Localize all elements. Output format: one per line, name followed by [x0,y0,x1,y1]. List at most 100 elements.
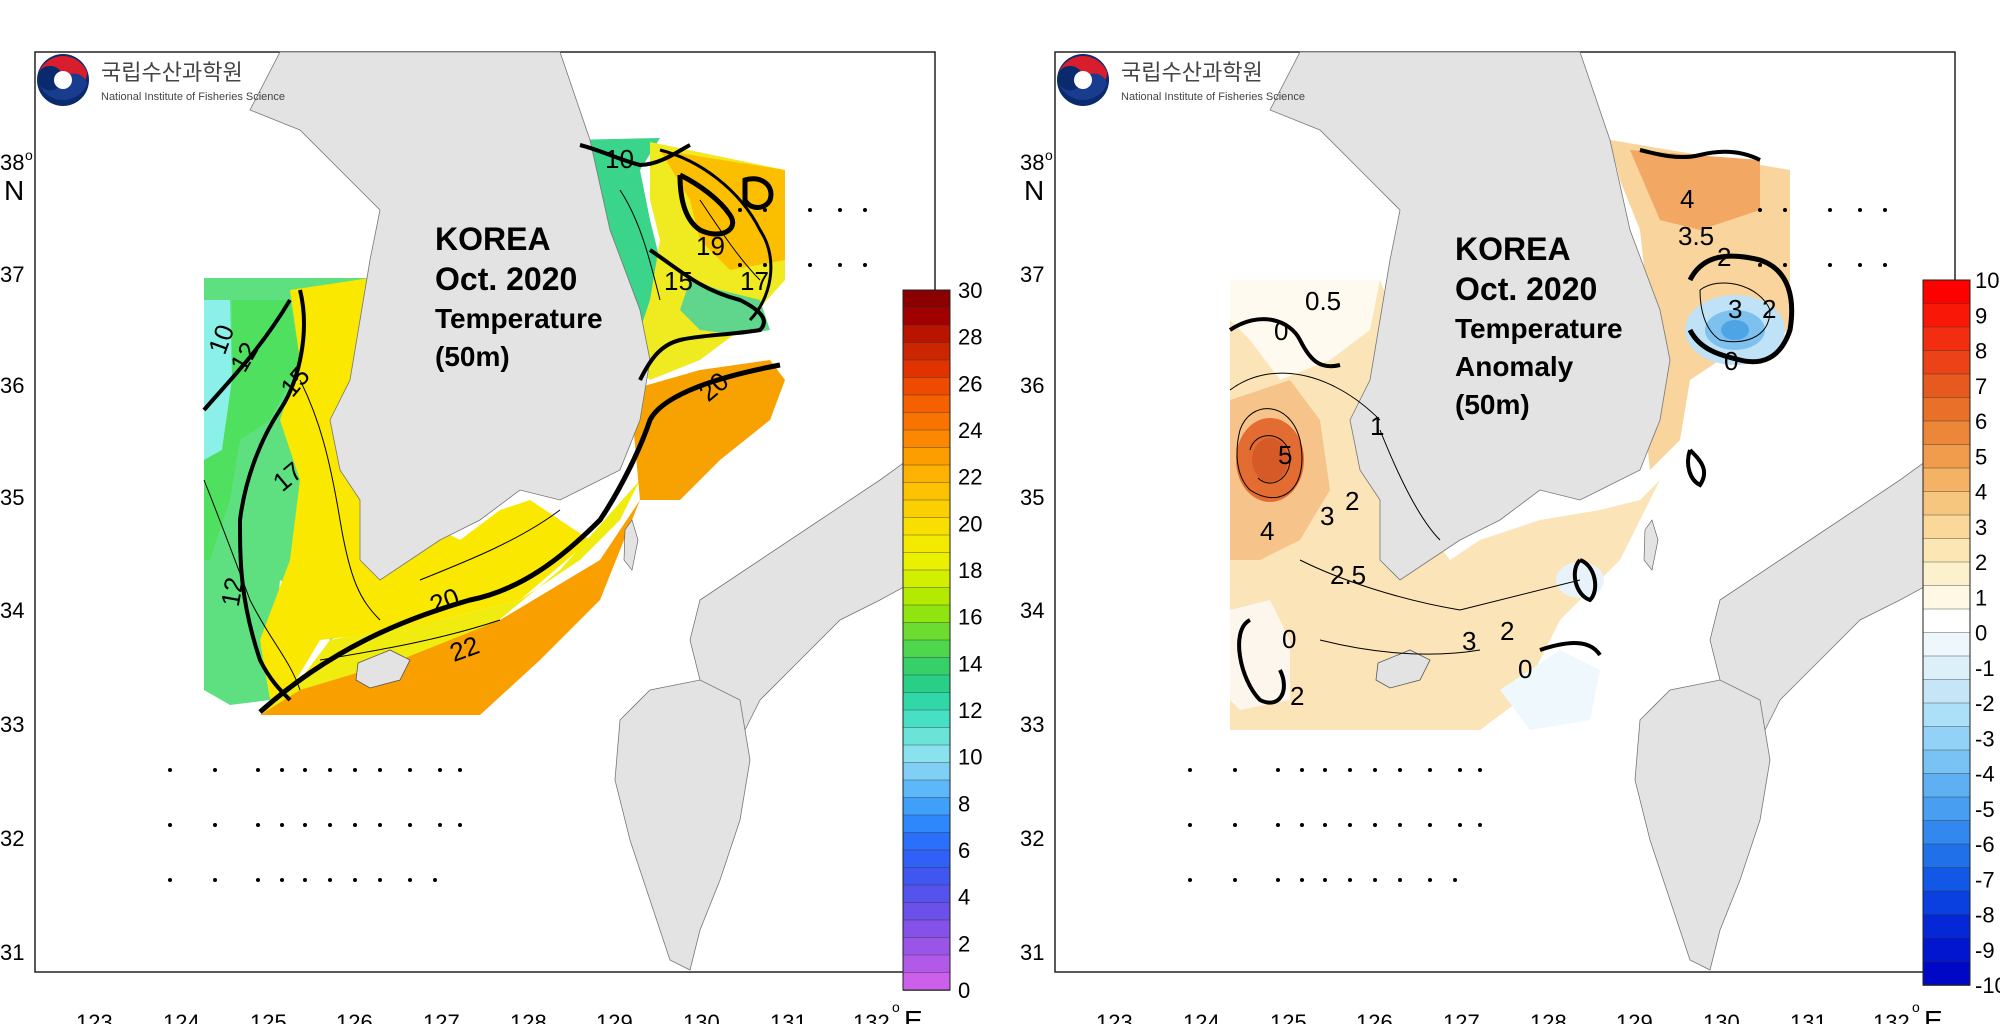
colorbar-label: -6 [1975,832,1995,857]
colorbar-swatch [1922,749,1971,775]
contour-label: 3 [1320,501,1334,531]
lat-tick-label: 37 [0,262,24,287]
colorbar-swatch [1922,679,1971,704]
lon-tick-label: 125 [1270,1010,1307,1024]
anomaly-contours [1228,148,1795,705]
lat-tick-label: 34 [0,598,24,623]
korean-peninsula [1269,51,1671,581]
contour-label: 0 [1518,654,1532,684]
colorbar-swatch [1922,279,1971,305]
lat-tick-label: 32 [1020,826,1044,851]
colorbar-frame [902,289,951,991]
lon-tick-label: 127 [423,1010,460,1024]
contour-label: 3 [1728,294,1742,324]
colorbar-label: 1 [1975,585,1987,610]
contour-label: 2 [1290,681,1304,711]
colorbar-label: 20 [958,511,982,536]
colorbar-label: 22 [958,465,982,490]
colorbar-label: -2 [1975,691,1995,716]
colorbar-swatch [1922,890,1971,916]
colorbar-swatches [902,289,951,991]
colorbar-label: -8 [1975,903,1995,928]
colorbar-swatch [1922,820,1971,845]
temperature-title: KOREA Oct. 2020 Temperature (50m) [435,221,603,372]
colorbar-swatch [1922,796,1971,822]
colorbar-label: 7 [1975,374,1987,399]
longitude-axis: 123 124 125 126 127 128 129 130 131 132 … [1096,999,1943,1024]
contour-label: 5 [1278,440,1292,470]
colorbar-label: -1 [1975,656,1995,681]
lon-tick-label: 125 [250,1010,287,1024]
lat-degree-mark: o [1045,147,1053,163]
colorbar-label: -3 [1975,726,1995,751]
title-line: Oct. 2020 [435,261,577,297]
colorbar-swatch [1922,561,1971,587]
contour-label: 4 [1680,184,1694,214]
colorbar-label: 6 [1975,409,1987,434]
colorbar-swatch [1922,961,1971,986]
colorbar-label: -9 [1975,938,1995,963]
lon-tick-label: 126 [1356,1010,1393,1024]
lon-tick-label: 130 [683,1010,720,1024]
colorbar-label: 6 [958,838,970,863]
colorbar-label: 10 [1975,268,1999,293]
korean-peninsula [249,51,651,581]
colorbar-swatch [1922,538,1971,563]
colorbar-label: 8 [1975,339,1987,364]
title-line: Temperature [435,303,603,334]
lat-tick-label: 33 [1020,712,1044,737]
lon-tick-label: 132 [853,1010,890,1024]
colorbar-label: 10 [958,745,982,770]
lat-tick-label: 32 [0,826,24,851]
anomaly-contour-labels: 0.5 0 5 1 3 2 4 2.5 3 2 0 2 0 4 3.5 2 3 … [1260,184,1776,711]
title-line: Temperature [1455,313,1623,344]
lat-tick-label: 36 [1020,373,1044,398]
tsushima [1643,519,1659,571]
colorbar-label: 9 [1975,303,1987,328]
contour-label: 10 [605,144,634,174]
lon-tick-label: 131 [1790,1010,1827,1024]
colorbar-swatch [1922,937,1971,963]
colorbar-swatches [1922,279,1971,986]
colorbar-label: -4 [1975,762,1995,787]
title-line: KOREA [435,221,551,257]
colorbar-label: 18 [958,558,982,583]
station-dots [1188,208,1887,882]
lon-tick-label: 123 [1096,1010,1133,1024]
lon-tick-label: 129 [596,1010,633,1024]
contour-label: 19 [696,231,725,261]
lat-tick-label: 38 [1020,150,1044,175]
contour-label: 0.5 [1305,286,1341,316]
logo-korean-text: 국립수산과학원 [1121,60,1263,85]
lat-tick-label: 37 [1020,262,1044,287]
contour-label: 2 [1345,486,1359,516]
colorbar-swatch [1922,350,1971,375]
lon-tick-label: 124 [163,1010,200,1024]
colorbar-label: -7 [1975,867,1995,892]
lon-tick-label: 124 [1183,1010,1220,1024]
colorbar-label: 2 [1975,550,1987,575]
station-dots [168,208,867,882]
logo-korean-text: 국립수산과학원 [101,60,243,85]
title-line: (50m) [435,341,510,372]
colorbar-swatch [1922,867,1971,892]
contour-label: 2 [1500,616,1514,646]
logo-english-text: National Institute of Fisheries Science [1121,91,1305,103]
colorbar-swatch [1922,467,1971,493]
colorbar-swatch [1922,444,1971,469]
contour-label: 15 [664,266,693,296]
contour-label: 0 [1282,624,1296,654]
lon-tick-label: 129 [1616,1010,1653,1024]
colorbar-swatch [1922,608,1971,634]
colorbar-label: 28 [958,325,982,350]
lat-tick-label: 38 [0,150,24,175]
colorbar-label: 2 [958,931,970,956]
colorbar-swatch [1922,773,1971,798]
lon-tick-label: 131 [770,1010,807,1024]
contour-label: 4 [1260,516,1274,546]
colorbar-swatch [1922,491,1971,516]
